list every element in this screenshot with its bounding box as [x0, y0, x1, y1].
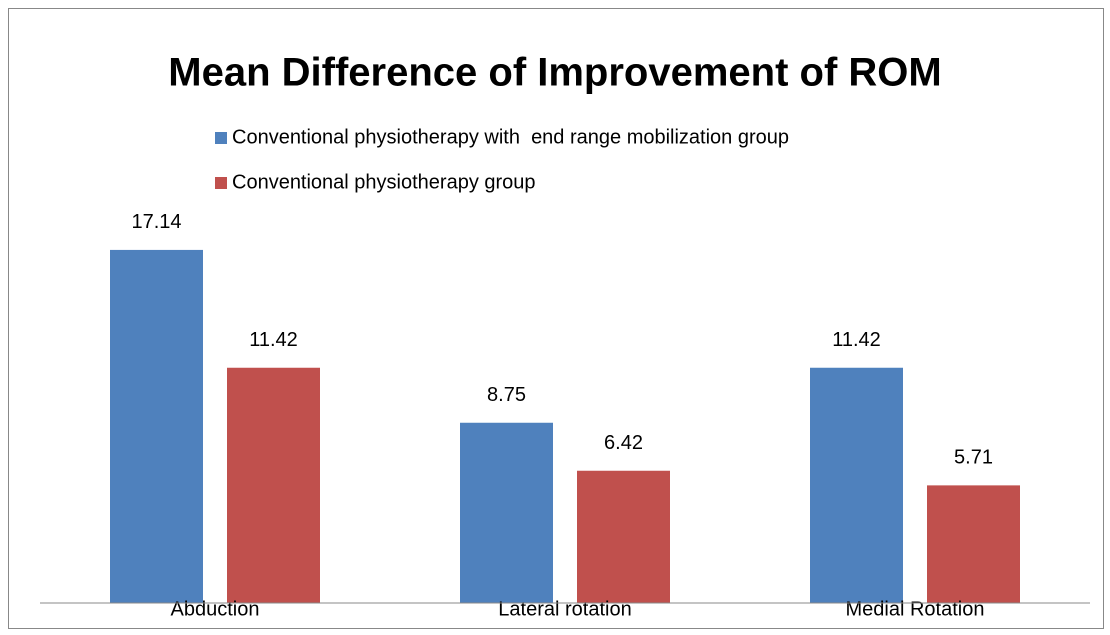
data-label: 17.14 [131, 211, 181, 233]
bar [110, 249, 203, 603]
bar [927, 485, 1020, 603]
x-tick-label: Lateral rotation [498, 598, 631, 620]
legend-label: Conventional physiotherapy with end rang… [232, 126, 789, 148]
data-label: 6.42 [604, 432, 643, 454]
legend-label: Conventional physiotherapy group [232, 171, 536, 193]
legend-swatch [215, 177, 227, 189]
bar [810, 367, 903, 603]
data-label: 11.42 [832, 329, 881, 351]
bar [227, 367, 320, 603]
bar [577, 470, 670, 603]
x-tick-label: Abduction [171, 598, 260, 620]
bar [460, 422, 553, 603]
data-label: 5.71 [954, 447, 993, 469]
data-label: 11.42 [249, 329, 298, 351]
legend-swatch [215, 132, 227, 144]
chart-title: Mean Difference of Improvement of ROM [168, 51, 941, 95]
data-label: 8.75 [487, 384, 526, 406]
x-tick-label: Medial Rotation [846, 598, 985, 620]
